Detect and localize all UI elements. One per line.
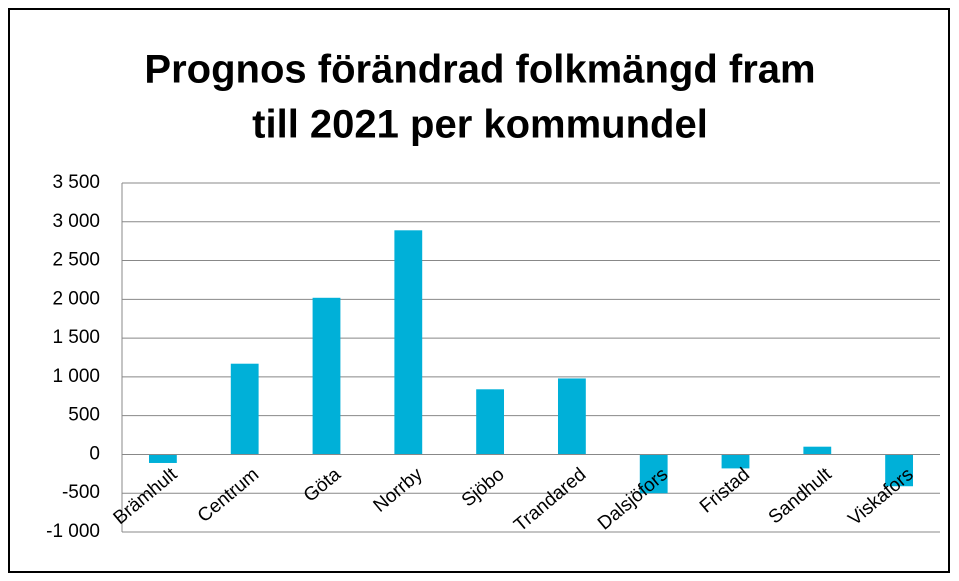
y-tick-label: -1 000 <box>46 521 100 542</box>
bar <box>312 297 341 455</box>
bar <box>803 446 832 455</box>
y-tick-label: -500 <box>62 482 100 503</box>
y-tick-label: 2 000 <box>52 288 100 309</box>
bar <box>148 454 177 463</box>
y-tick-label: 2 500 <box>52 250 100 271</box>
bar <box>721 454 750 469</box>
bar <box>639 454 668 494</box>
chart-title: till 2021 per kommundel <box>252 103 708 147</box>
y-tick-label: 3 500 <box>52 172 100 193</box>
y-tick-label: 1 500 <box>52 327 100 348</box>
y-tick-label: 0 <box>89 443 100 464</box>
bar <box>557 378 586 455</box>
chart-title: Prognos förändrad folkmängd fram <box>144 48 815 92</box>
bar <box>394 230 423 455</box>
y-tick-label: 1 000 <box>52 366 100 387</box>
bar <box>885 454 914 487</box>
bar <box>476 389 505 455</box>
chart-frame <box>8 8 950 573</box>
y-tick-label: 3 000 <box>52 211 100 232</box>
y-tick-label: 500 <box>68 405 100 426</box>
bar <box>230 363 259 455</box>
